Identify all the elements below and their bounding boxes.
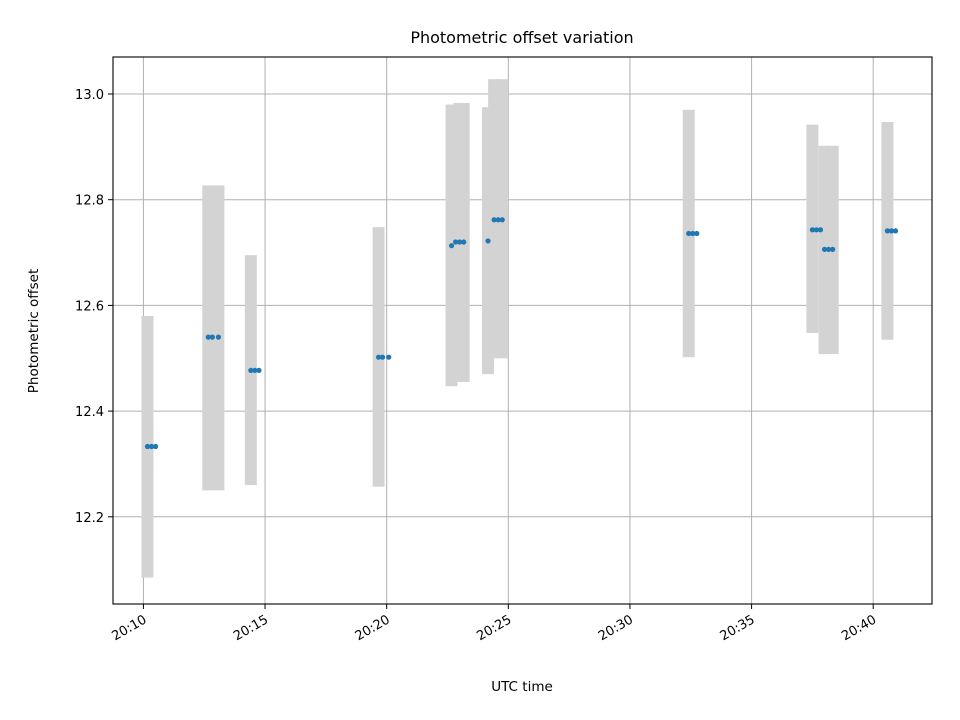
- grid: [113, 57, 932, 604]
- data-point: [830, 246, 836, 252]
- x-axis: 20:10 20:15 20:20 20:25 20:30 20:35 20:40: [109, 604, 879, 644]
- data-point: [888, 228, 895, 234]
- plot-frame: [112, 56, 933, 605]
- x-tick-label: 20:35: [718, 612, 758, 644]
- data-point: [209, 334, 215, 340]
- data-point: [809, 227, 815, 233]
- x-axis-label: UTC time: [491, 679, 553, 695]
- data-point: [448, 243, 455, 249]
- data-point: [152, 443, 159, 450]
- data-point: [892, 228, 899, 234]
- y-tick-label: 12.4: [75, 405, 104, 420]
- data-points: [144, 217, 899, 450]
- data-point: [495, 217, 501, 223]
- data-point: [386, 354, 392, 360]
- y-tick-label: 13.0: [75, 88, 104, 103]
- data-point: [148, 443, 155, 450]
- x-tick-label: 20:10: [109, 612, 149, 644]
- data-point: [826, 246, 832, 252]
- data-point: [256, 367, 262, 374]
- data-point: [817, 227, 824, 233]
- data-point: [813, 227, 820, 233]
- data-point: [252, 367, 258, 374]
- x-tick-label: 20:15: [231, 612, 271, 644]
- y-tick-label: 12.2: [75, 511, 104, 526]
- y-tick-label: 12.8: [75, 194, 104, 209]
- y-tick-label: 12.6: [75, 299, 104, 314]
- data-point: [694, 230, 700, 237]
- data-point: [205, 334, 211, 340]
- data-point: [215, 334, 222, 340]
- error-bars: [141, 79, 894, 578]
- data-point: [453, 239, 459, 245]
- data-point: [821, 246, 828, 252]
- data-point: [461, 239, 467, 245]
- data-point: [690, 230, 696, 237]
- data-point: [884, 228, 891, 234]
- x-tick-label: 20:30: [596, 612, 636, 644]
- y-axis: 12.2 12.4 12.6 12.8 13.0: [75, 88, 113, 526]
- data-point: [499, 217, 505, 223]
- data-point: [491, 217, 497, 223]
- data-point: [686, 230, 692, 237]
- x-tick-label: 20:25: [474, 612, 514, 644]
- chart-title: Photometric offset variation: [410, 28, 633, 47]
- data-point: [485, 238, 491, 244]
- x-tick-label: 20:40: [839, 612, 879, 644]
- data-point: [380, 354, 386, 360]
- data-point: [144, 443, 151, 450]
- data-point: [248, 367, 254, 374]
- y-axis-label: Photometric offset: [26, 269, 42, 393]
- data-point: [375, 354, 382, 360]
- data-point: [457, 239, 463, 245]
- x-tick-label: 20:20: [353, 612, 393, 644]
